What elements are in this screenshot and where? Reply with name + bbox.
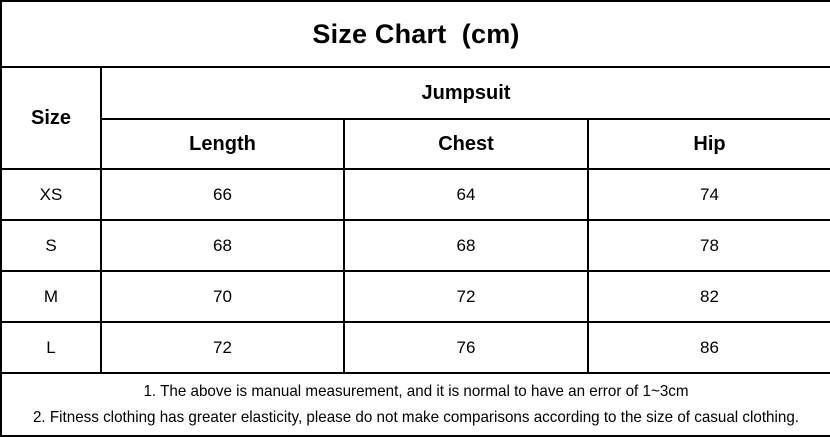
table-row-m: M 70 72 82 [0,270,830,323]
cell-s-length: 68 [100,219,345,272]
notes-cell: 1. The above is manual measurement, and … [0,372,830,437]
cell-m-chest: 72 [343,270,589,323]
table-row-l: L 72 76 86 [0,321,830,374]
cell-m-hip: 82 [587,270,830,323]
cell-l-hip: 86 [587,321,830,374]
row-header-m: M [0,270,102,323]
note-line-2: 2. Fitness clothing has greater elastici… [32,408,800,426]
cell-l-length: 72 [100,321,345,374]
cell-xs-chest: 64 [343,168,589,221]
row-header-l: L [0,321,102,374]
cell-xs-hip: 74 [587,168,830,221]
group-header-jumpsuit: Jumpsuit [100,66,830,120]
row-header-xs: XS [0,168,102,221]
column-header-hip: Hip [587,118,830,170]
cell-l-chest: 76 [343,321,589,374]
cell-m-length: 70 [100,270,345,323]
column-header-row: Length Chest Hip [1,118,830,170]
column-header-chest: Chest [343,118,589,170]
page-title: Size Chart (cm) [0,0,830,68]
row-header-s: S [0,219,102,272]
cell-s-chest: 68 [343,219,589,272]
title-row: Size Chart (cm) [0,0,830,68]
table-row-s: S 68 68 78 [0,219,830,272]
column-header-size: Size [0,66,102,170]
group-header-row: Size Jumpsuit [0,66,830,170]
column-header-length: Length [100,118,345,170]
cell-xs-length: 66 [100,168,345,221]
cell-s-hip: 78 [587,219,830,272]
notes-row: 1. The above is manual measurement, and … [0,372,830,437]
note-line-1: 1. The above is manual measurement, and … [143,382,689,400]
table-row-xs: XS 66 64 74 [0,168,830,221]
